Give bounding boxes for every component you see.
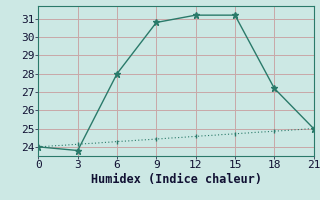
X-axis label: Humidex (Indice chaleur): Humidex (Indice chaleur)	[91, 173, 261, 186]
